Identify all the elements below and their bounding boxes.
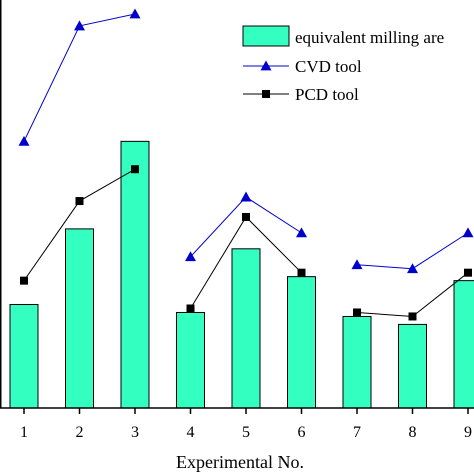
x-tick-label-2: 2 [76, 424, 84, 441]
cvd-tool-point-3 [129, 8, 141, 19]
pcd-tool-point-9 [464, 268, 472, 277]
bar-7 [342, 315, 372, 409]
bar-5 [231, 248, 261, 409]
cvd-tool-point-9 [462, 227, 474, 238]
cvd-tool-point-4 [185, 251, 196, 262]
bar-9 [453, 280, 474, 409]
pcd-tool-point-7 [353, 308, 361, 317]
x-tick-label-5: 5 [242, 424, 250, 441]
pcd-tool-point-4 [186, 304, 195, 313]
x-tick-label-3: 3 [131, 424, 139, 441]
bar-4 [176, 311, 205, 409]
pcd-tool-point-5 [242, 212, 250, 221]
bar-3 [120, 140, 150, 409]
cvd-tool-point-1 [18, 135, 30, 146]
bar-8 [398, 323, 427, 409]
legend-label-bar: equivalent milling are [295, 28, 444, 47]
pcd-tool-point-3 [131, 165, 139, 174]
pcd-tool-point-6 [297, 268, 306, 277]
cvd-tool-line-group-2 [190, 196, 302, 258]
pcd-tool-point-1 [20, 276, 28, 285]
legend-marker-pcd-tool [262, 90, 270, 98]
x-tick-label-7: 7 [353, 424, 361, 441]
x-axis-title: Experimental No. [176, 452, 304, 472]
x-axis-ticks: 1 2 3 4 5 6 7 8 9 [20, 408, 472, 441]
plot-area [0, 0, 474, 409]
cvd-tool-point-6 [296, 227, 307, 238]
x-tick-label-4: 4 [187, 424, 195, 441]
cvd-tool-line-group-1 [23, 13, 136, 142]
legend-marker-cvd-tool [260, 60, 272, 71]
bar-1 [9, 304, 39, 409]
cvd-tool-point-5 [240, 191, 252, 202]
pcd-tool-point-2 [75, 197, 84, 206]
cvd-tool-point-8 [407, 263, 418, 274]
x-tick-label-9: 9 [464, 424, 472, 441]
legend: equivalent milling are CVD tool PCD tool [242, 25, 444, 104]
x-tick-label-6: 6 [298, 424, 306, 441]
cvd-tool-point-7 [351, 259, 363, 270]
x-tick-label-8: 8 [409, 424, 417, 441]
x-tick-label-1: 1 [20, 424, 28, 441]
bar-2 [65, 228, 94, 409]
bar-6 [287, 276, 316, 409]
cvd-tool-point-2 [74, 20, 85, 31]
legend-label-pcd-tool: PCD tool [295, 85, 359, 104]
pcd-tool-line-group-3 [356, 272, 469, 317]
legend-swatch-bar [242, 25, 290, 47]
pcd-tool-point-8 [408, 312, 417, 321]
legend-label-cvd-tool: CVD tool [295, 57, 362, 76]
